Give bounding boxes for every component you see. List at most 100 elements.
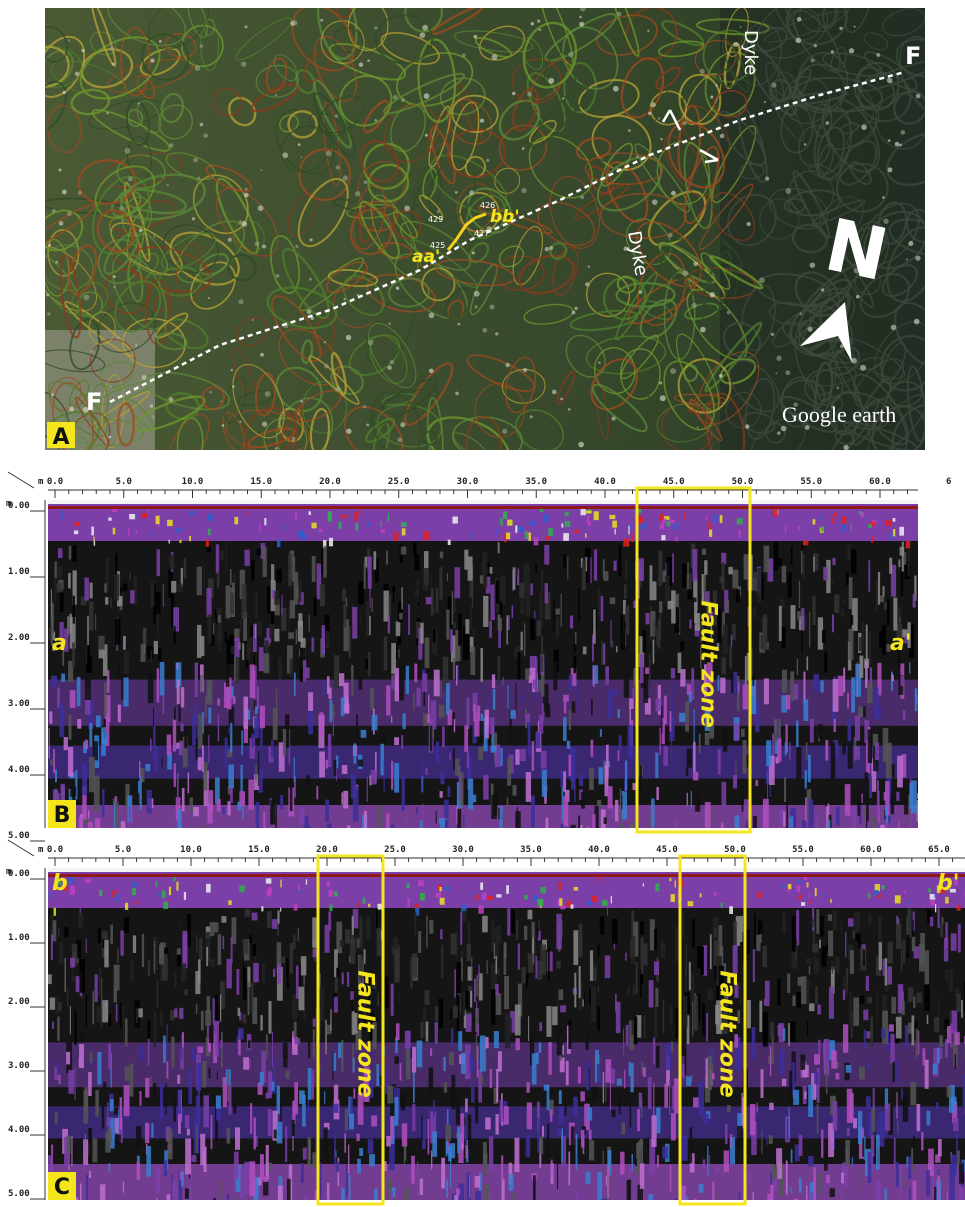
texture xyxy=(263,653,270,674)
texture xyxy=(343,604,347,628)
texture xyxy=(653,1082,655,1117)
texture xyxy=(760,929,762,943)
texture xyxy=(228,1083,232,1115)
texture xyxy=(590,1203,592,1207)
texture xyxy=(174,707,176,721)
texture xyxy=(453,719,456,733)
vegetation xyxy=(785,370,791,376)
texture xyxy=(472,794,477,803)
texture xyxy=(531,741,535,771)
texture xyxy=(319,712,324,736)
texture xyxy=(138,1008,143,1018)
texture xyxy=(399,1141,403,1153)
texture xyxy=(845,1065,852,1073)
texture xyxy=(188,1184,192,1200)
texture xyxy=(446,609,450,640)
texture xyxy=(629,524,632,529)
texture xyxy=(229,568,232,586)
texture xyxy=(271,589,275,600)
texture xyxy=(867,915,872,925)
texture xyxy=(495,840,499,865)
texture xyxy=(86,1174,89,1200)
texture xyxy=(515,829,517,851)
contour xyxy=(144,371,230,411)
axis-line xyxy=(7,471,35,489)
texture xyxy=(179,539,182,543)
texture xyxy=(374,1188,378,1200)
vegetation xyxy=(670,368,677,375)
texture xyxy=(640,969,642,998)
vegetation xyxy=(763,100,767,104)
texture xyxy=(693,577,698,598)
texture xyxy=(58,1074,61,1085)
texture xyxy=(358,956,364,980)
texture xyxy=(472,692,478,713)
texture xyxy=(615,799,619,822)
texture xyxy=(189,536,192,542)
contour xyxy=(127,108,144,128)
contour xyxy=(451,101,480,171)
texture xyxy=(558,989,564,1000)
texture xyxy=(97,1051,102,1085)
texture xyxy=(266,586,272,615)
texture xyxy=(801,550,803,574)
texture xyxy=(928,1148,934,1176)
texture xyxy=(107,1101,109,1120)
texture xyxy=(247,966,251,988)
texture xyxy=(537,1118,540,1153)
texture xyxy=(850,549,857,574)
texture xyxy=(204,762,208,791)
texture xyxy=(319,583,325,607)
texture xyxy=(145,763,151,772)
texture xyxy=(911,1015,915,1046)
texture xyxy=(637,1184,643,1200)
texture xyxy=(435,741,439,764)
texture xyxy=(200,636,205,657)
fault-zone-label: Fault zone xyxy=(353,970,378,1097)
texture xyxy=(627,725,633,759)
contour xyxy=(71,393,101,416)
texture xyxy=(216,571,220,588)
texture xyxy=(675,1007,681,1039)
texture xyxy=(274,590,280,605)
texture xyxy=(706,596,708,623)
texture xyxy=(117,1109,120,1135)
texture xyxy=(219,550,225,561)
texture xyxy=(206,546,211,553)
texture xyxy=(600,595,604,622)
texture xyxy=(166,1024,168,1057)
texture xyxy=(820,680,824,693)
texture xyxy=(206,996,210,1013)
vegetation xyxy=(300,156,303,159)
contour xyxy=(125,99,151,147)
texture xyxy=(322,540,327,549)
texture xyxy=(894,895,901,904)
texture xyxy=(494,926,499,957)
texture xyxy=(940,923,944,938)
texture xyxy=(482,915,488,933)
contour xyxy=(45,349,106,373)
texture xyxy=(865,975,869,991)
texture xyxy=(456,664,459,680)
contour xyxy=(228,96,257,127)
texture xyxy=(298,613,303,627)
texture xyxy=(633,921,639,957)
contour xyxy=(660,244,724,311)
texture xyxy=(420,1022,424,1039)
texture xyxy=(208,790,214,812)
texture xyxy=(114,1118,119,1134)
texture xyxy=(460,957,463,981)
panel-label-box xyxy=(47,422,75,448)
texture xyxy=(265,1034,268,1059)
texture xyxy=(68,788,73,809)
texture xyxy=(347,831,352,849)
texture xyxy=(806,1020,809,1036)
texture xyxy=(546,1006,552,1037)
texture xyxy=(300,1163,304,1183)
texture xyxy=(656,1107,661,1134)
contour xyxy=(726,193,777,247)
texture xyxy=(472,628,475,638)
texture xyxy=(72,570,77,605)
texture xyxy=(910,801,913,828)
texture xyxy=(821,1129,824,1158)
